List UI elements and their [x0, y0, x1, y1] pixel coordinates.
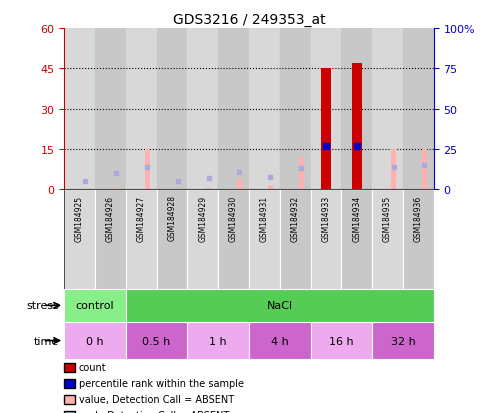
- Text: control: control: [75, 301, 114, 311]
- Bar: [64, 322, 126, 359]
- Bar: [126, 29, 157, 190]
- Bar: [64, 289, 126, 322]
- Bar: [372, 322, 434, 359]
- Text: 16 h: 16 h: [329, 336, 353, 346]
- Bar: [114, 188, 119, 190]
- Bar: [280, 29, 311, 190]
- Bar: [206, 189, 211, 190]
- Text: GSM184926: GSM184926: [106, 195, 115, 241]
- Bar: [311, 29, 341, 190]
- Bar: [268, 186, 273, 190]
- Bar: [157, 190, 187, 289]
- Text: GSM184928: GSM184928: [168, 195, 176, 241]
- Bar: [187, 29, 218, 190]
- Bar: [352, 64, 362, 190]
- Bar: [403, 190, 434, 289]
- Text: GSM184933: GSM184933: [321, 195, 330, 241]
- Text: GSM184930: GSM184930: [229, 195, 238, 241]
- Bar: [218, 190, 249, 289]
- Text: count: count: [79, 363, 106, 373]
- Bar: [341, 29, 372, 190]
- Text: 1 h: 1 h: [210, 336, 227, 346]
- Text: percentile rank within the sample: percentile rank within the sample: [79, 378, 244, 388]
- Text: GSM184929: GSM184929: [198, 195, 207, 241]
- Text: 4 h: 4 h: [271, 336, 289, 346]
- Bar: [372, 29, 403, 190]
- Bar: [249, 322, 311, 359]
- Text: value, Detection Call = ABSENT: value, Detection Call = ABSENT: [79, 394, 234, 404]
- Text: rank, Detection Call = ABSENT: rank, Detection Call = ABSENT: [79, 410, 229, 413]
- Bar: [144, 150, 149, 190]
- Bar: [218, 29, 249, 190]
- Bar: [126, 190, 157, 289]
- Bar: [311, 322, 372, 359]
- Text: 0 h: 0 h: [86, 336, 104, 346]
- Bar: [249, 190, 280, 289]
- Text: time: time: [34, 336, 59, 346]
- Text: GSM184935: GSM184935: [383, 195, 392, 241]
- Bar: [249, 29, 280, 190]
- Bar: [126, 322, 187, 359]
- Bar: [95, 190, 126, 289]
- Bar: [422, 150, 427, 190]
- Bar: [157, 29, 187, 190]
- Bar: [403, 29, 434, 190]
- Bar: [299, 158, 304, 190]
- Bar: [341, 190, 372, 289]
- Bar: [311, 190, 341, 289]
- Text: NaCl: NaCl: [267, 301, 293, 311]
- Text: stress: stress: [26, 301, 59, 311]
- Bar: [64, 29, 95, 190]
- Bar: [372, 190, 403, 289]
- Text: GSM184925: GSM184925: [75, 195, 84, 241]
- Bar: [187, 190, 218, 289]
- Bar: [280, 190, 311, 289]
- Text: 32 h: 32 h: [390, 336, 416, 346]
- Text: GSM184927: GSM184927: [137, 195, 145, 241]
- Bar: [187, 322, 249, 359]
- Bar: [64, 190, 95, 289]
- Bar: [321, 69, 331, 190]
- Bar: [391, 150, 396, 190]
- Bar: [237, 179, 242, 190]
- Text: GSM184931: GSM184931: [260, 195, 269, 241]
- Bar: [95, 29, 126, 190]
- Text: GSM184936: GSM184936: [414, 195, 423, 241]
- Text: GSM184934: GSM184934: [352, 195, 361, 241]
- Bar: [126, 289, 434, 322]
- Text: GSM184932: GSM184932: [291, 195, 300, 241]
- Title: GDS3216 / 249353_at: GDS3216 / 249353_at: [173, 12, 325, 26]
- Text: 0.5 h: 0.5 h: [142, 336, 171, 346]
